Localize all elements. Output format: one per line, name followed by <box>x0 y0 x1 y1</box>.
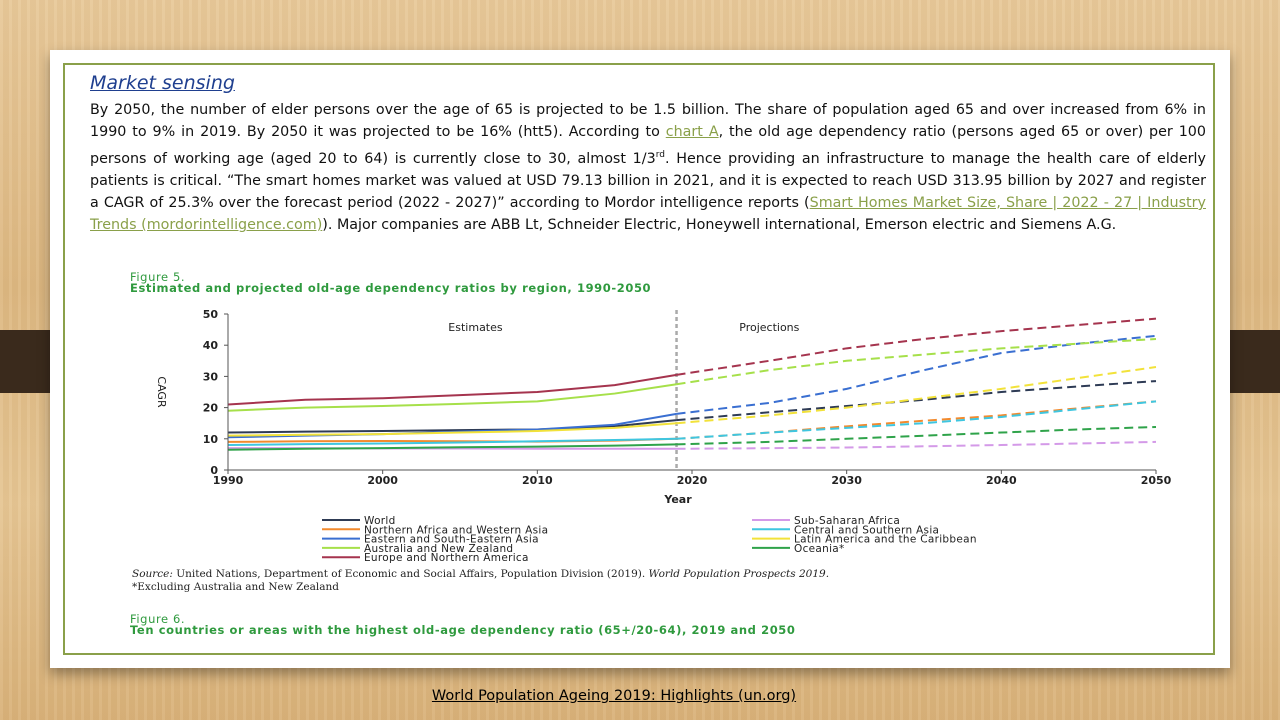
legend-entry: World <box>364 515 396 527</box>
paragraph-text-3: . Hence providing an infrastructure to m… <box>90 150 1206 211</box>
y-tick-label: 50 <box>203 308 219 321</box>
x-tick-label: 1990 <box>213 474 244 487</box>
series-line-projection <box>676 334 1157 415</box>
source-label: Source: <box>132 568 173 580</box>
figure-6-label: Figure 6. <box>130 612 186 626</box>
superscript-rd: rd <box>655 149 665 160</box>
legend-entry: Oceania* <box>794 543 845 555</box>
series-line-projection <box>676 380 1157 422</box>
series-line-projection <box>676 440 1157 450</box>
paragraph-text-4: ). Major companies are ABB Lt, Schneider… <box>322 217 1117 234</box>
legend-entry: Australia and New Zealand <box>364 543 513 555</box>
figure-5-title: Estimated and projected old-age dependen… <box>130 281 652 295</box>
projections-annotation: Projections <box>739 321 799 334</box>
mordor-report-link[interactable]: Smart Homes Market Size, Share | 2022 - … <box>90 194 1206 234</box>
legend-entry: Latin America and the Caribbean <box>794 534 977 546</box>
series-line-estimate <box>227 383 677 412</box>
series-line-projection <box>676 425 1157 446</box>
series-line-estimate <box>227 422 677 437</box>
y-tick-label: 40 <box>203 339 219 352</box>
figure-5-source: Source: United Nations, Department of Ec… <box>132 568 829 594</box>
figure-6-title: Ten countries or areas with the highest … <box>130 623 796 637</box>
slide-heading: Market sensing <box>90 72 235 94</box>
chart-a-link[interactable]: chart A <box>665 124 719 141</box>
y-axis-title: CAGR <box>155 376 168 408</box>
estimates-annotation: Estimates <box>448 321 503 334</box>
figure-5-label: Figure 5. <box>130 270 186 284</box>
y-tick-label: 30 <box>203 370 219 383</box>
legend-entry: Eastern and South-Eastern Asia <box>364 534 539 546</box>
x-tick-label: 2050 <box>1141 474 1172 487</box>
x-tick-label: 2010 <box>522 474 553 487</box>
paragraph-text-2: , the old age dependency ratio (persons … <box>90 124 1206 167</box>
x-tick-label: 2020 <box>677 474 708 487</box>
figure-5-image: Figure 5. Estimated and projected old-ag… <box>90 270 1206 642</box>
legend-entry: Sub-Saharan Africa <box>794 515 900 527</box>
un-report-link[interactable]: World Population Ageing 2019: Highlights… <box>431 688 797 704</box>
legend-entry: Central and Southern Asia <box>794 524 939 536</box>
y-tick-label: 10 <box>203 433 219 446</box>
legend-entry: Europe and Northern America <box>364 552 529 564</box>
y-tick-label: 20 <box>203 402 219 415</box>
y-tick-label: 0 <box>210 464 218 477</box>
x-tick-label: 2000 <box>367 474 398 487</box>
series-line-estimate <box>227 419 677 434</box>
series-line-estimate <box>227 437 677 447</box>
source-publication: World Population Prospects 2019. <box>648 568 830 580</box>
slide-frame <box>63 63 1215 655</box>
slide-card: Market sensing By 2050, the number of el… <box>50 50 1230 668</box>
x-tick-label: 2030 <box>831 474 862 487</box>
source-footnote: *Excluding Australia and New Zealand <box>132 581 339 593</box>
series-line-estimate <box>227 373 677 406</box>
series-line-estimate <box>227 412 677 439</box>
series-line-estimate <box>227 443 677 451</box>
source-text: United Nations, Department of Economic a… <box>172 568 649 580</box>
slide-paragraph: By 2050, the number of elder persons ove… <box>90 99 1206 237</box>
x-axis-title: Year <box>663 493 692 506</box>
paragraph-text-1: By 2050, the number of elder persons ove… <box>90 102 1206 141</box>
legend-entry: Northern Africa and Western Asia <box>364 524 548 536</box>
x-tick-label: 2040 <box>986 474 1017 487</box>
